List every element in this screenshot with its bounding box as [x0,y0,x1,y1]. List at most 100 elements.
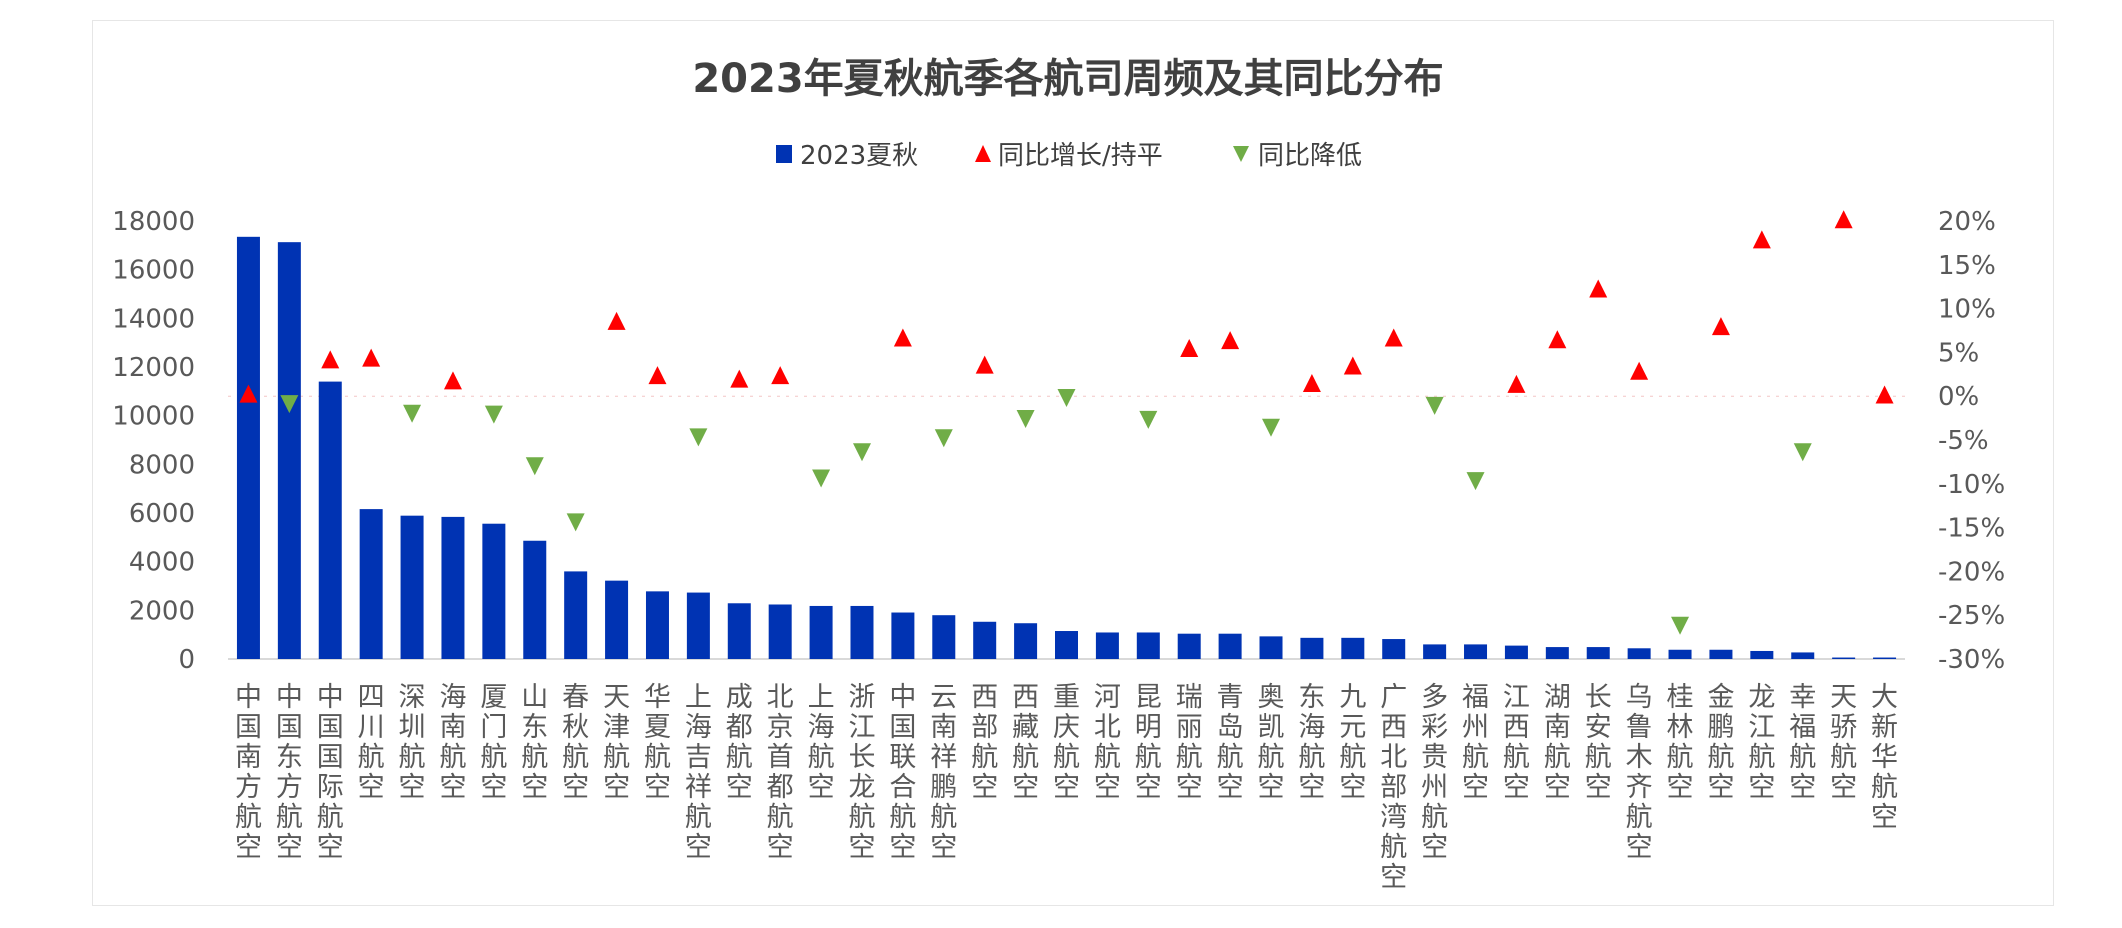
category-label-char: 航 [603,742,630,773]
category-label-char: 州 [1421,772,1448,803]
category-label-char: 林 [1667,712,1694,743]
category-label-char: 航 [1012,742,1039,773]
category-label-char: 乌 [1626,682,1653,713]
category-label-char: 航 [930,802,957,833]
category-label-char: 奥 [1258,682,1285,713]
category-label-char: 湾 [1380,802,1407,833]
bar [1832,657,1856,659]
category-label-char: 航 [767,802,794,833]
category-label-char: 木 [1626,742,1653,773]
category-label-char: 航 [1094,742,1121,773]
yoy-up-marker [1507,374,1526,393]
category-label-char: 江 [1748,712,1775,743]
category-label-char: 航 [1544,742,1571,773]
right-tick-label: -10% [1938,470,2005,500]
category-label-char: 空 [1339,772,1366,803]
bar [1791,652,1815,659]
category-label-char: 青 [1217,682,1244,713]
category-label-char: 元 [1339,712,1366,743]
right-tick-label: 15% [1938,251,1996,281]
yoy-down-marker [484,405,503,424]
category-label-char: 国 [235,712,262,743]
category-label-char: 圳 [399,712,426,743]
category-label-char: 南 [235,742,262,773]
category-label-char: 航 [808,742,835,773]
yoy-up-marker [443,371,462,390]
category-label-char: 空 [1585,772,1612,803]
yoy-down-marker [1016,409,1035,428]
category-label-char: 空 [889,832,916,863]
yoy-up-marker [1221,331,1240,350]
yoy-down-marker [280,395,299,414]
category-label-char: 鲁 [1626,712,1653,743]
category-label-char: 江 [1503,682,1530,713]
bar [482,523,506,659]
yoy-down-marker [403,404,422,423]
category-label-char: 空 [439,772,466,803]
bar [850,605,874,659]
yoy-up-marker [1302,374,1321,393]
left-tick-label: 18000 [112,207,195,237]
yoy-down-marker [1671,616,1690,635]
bar [768,604,792,659]
yoy-down-marker [689,428,708,447]
bar [1259,636,1283,659]
bar [605,580,629,659]
legend-down-icon [1233,146,1249,162]
category-label-char: 航 [480,742,507,773]
bar [318,381,342,659]
legend: 2023夏秋 同比增长/持平 同比降低 [776,141,1362,171]
category-label-char: 华 [1871,742,1898,773]
category-label-char: 鹏 [930,772,957,803]
left-tick-label: 2000 [129,596,195,626]
yoy-up-marker [1384,328,1403,347]
bar [727,603,751,659]
category-label-char: 九 [1339,682,1366,713]
category-label-char: 航 [1176,742,1203,773]
category-label-char: 航 [1258,742,1285,773]
category-label-char: 空 [1871,802,1898,833]
category-label-char: 空 [1748,772,1775,803]
category-label-char: 北 [1094,712,1121,743]
category-label-char: 吉 [685,742,712,773]
yoy-down-marker [1425,396,1444,415]
category-label-char: 龙 [1748,682,1775,713]
category-label-char: 四 [358,682,385,713]
bar [236,236,260,660]
category-label-char: 航 [521,742,548,773]
left-tick-label: 0 [178,645,195,675]
category-label-char: 空 [1135,772,1162,803]
category-label-char: 东 [276,742,303,773]
category-label-char: 彩 [1421,712,1448,743]
category-label-char: 瑞 [1176,682,1203,713]
bar [1464,644,1488,659]
bar [686,592,710,659]
bar [1586,647,1610,659]
category-label-char: 航 [1503,742,1530,773]
bar [1668,649,1692,659]
category-label-char: 海 [808,712,835,743]
right-tick-label: -30% [1938,645,2005,675]
category-label-char: 航 [439,742,466,773]
bar [277,242,301,660]
category-label-char: 湖 [1544,682,1571,713]
category-label-char: 骄 [1830,712,1857,743]
category-label-char: 空 [1298,772,1325,803]
category-label-char: 空 [1626,832,1653,863]
category-label-char: 昆 [1135,682,1162,713]
category-label-char: 都 [726,712,753,743]
bar [1750,650,1774,659]
category-label-char: 桂 [1667,682,1694,713]
category-label-char: 航 [1748,742,1775,773]
category-label-char: 厦 [480,682,507,713]
left-tick-label: 6000 [129,499,195,529]
category-label-char: 航 [889,802,916,833]
